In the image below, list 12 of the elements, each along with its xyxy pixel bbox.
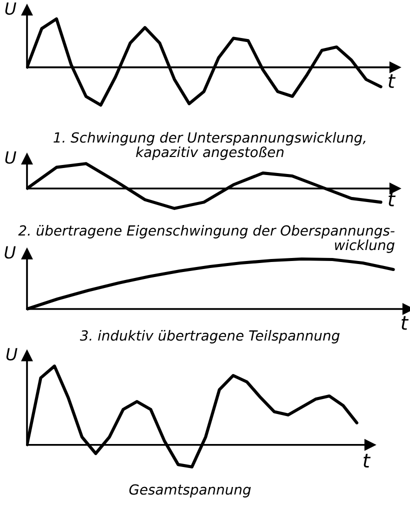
x-axis-title: t: [388, 74, 396, 88]
x-axis-title: t: [388, 192, 396, 206]
x-axis-title: t: [364, 454, 371, 468]
text: Gesamtspannung: [129, 484, 251, 498]
y-axis-title: U: [4, 246, 16, 259]
y-axis-title: U: [5, 151, 16, 164]
text: 1. Schwingung der Unterspannungswicklung, kapazitiv angestoßen: [54, 132, 366, 160]
x-axis-title: t: [402, 316, 409, 330]
y-axis-title: U: [5, 2, 16, 15]
text: 2. übertragene Eigenschwingung der Oberspannungs- wicklung: [18, 225, 394, 253]
y-axis-title: U: [6, 348, 18, 360]
text: 3. induktiv übertragene Teilspannung: [80, 330, 340, 344]
